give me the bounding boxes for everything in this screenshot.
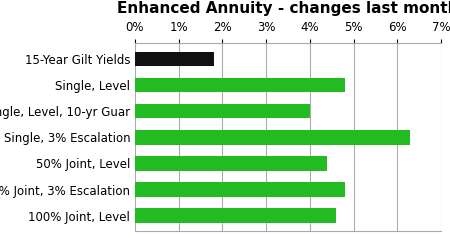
Bar [135,156,327,171]
Bar [135,182,345,197]
Bar [135,104,310,119]
Bar [135,130,410,145]
Bar [135,52,214,66]
Bar [135,208,336,223]
Title: Enhanced Annuity - changes last month: Enhanced Annuity - changes last month [117,1,450,16]
Bar [135,78,345,92]
